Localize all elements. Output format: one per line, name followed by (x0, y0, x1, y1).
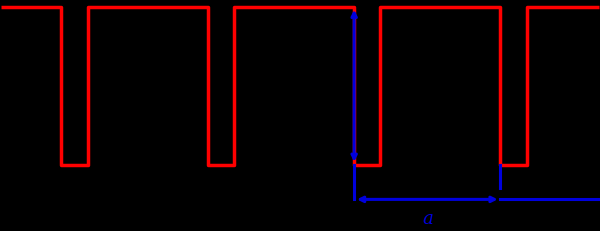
Text: a: a (422, 209, 433, 227)
